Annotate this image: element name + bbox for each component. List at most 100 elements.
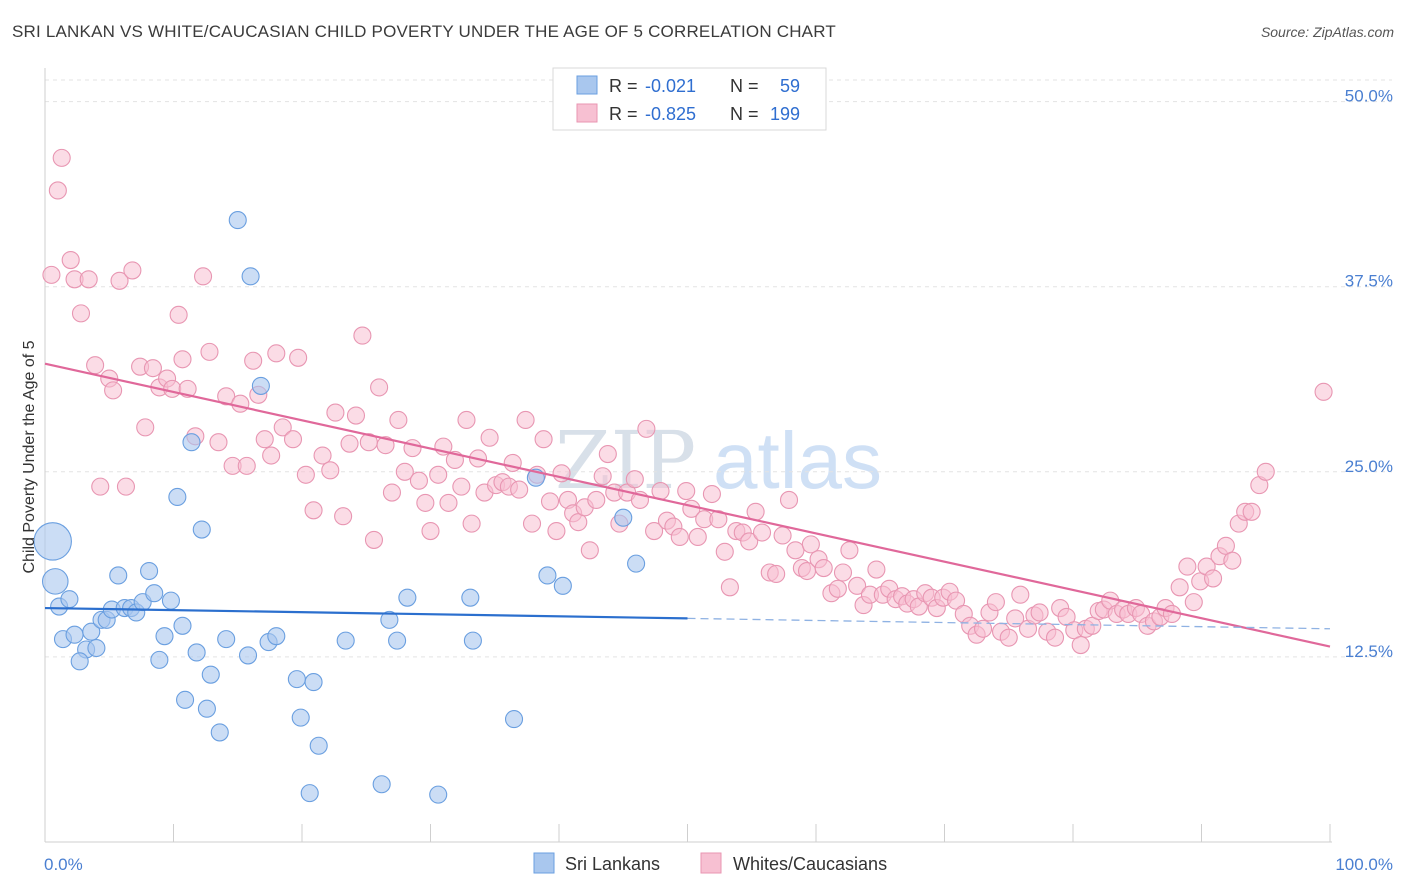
data-point-whites-caucasians xyxy=(833,563,853,582)
data-point-whites-caucasians xyxy=(999,628,1018,647)
data-point-whites-caucasians xyxy=(1204,569,1223,588)
data-point-whites-caucasians xyxy=(304,501,323,520)
data-point-whites-caucasians xyxy=(840,541,859,560)
data-point-whites-caucasians xyxy=(283,430,303,449)
data-point-whites-caucasians xyxy=(670,527,689,547)
data-point-whites-caucasians xyxy=(702,484,721,504)
source-label: Source: ZipAtlas.com xyxy=(1260,24,1394,40)
data-point-whites-caucasians xyxy=(382,483,402,502)
data-point-whites-caucasians xyxy=(522,514,542,533)
data-point-whites-caucasians xyxy=(625,470,644,489)
data-point-sri-lankans xyxy=(504,710,524,729)
chart-title: SRI LANKAN VS WHITE/CAUCASIAN CHILD POVE… xyxy=(12,22,836,41)
data-point-sri-lankans xyxy=(336,631,355,650)
data-point-sri-lankans xyxy=(287,670,306,689)
data-point-whites-caucasians xyxy=(79,270,98,289)
data-point-whites-caucasians xyxy=(1045,628,1065,647)
data-point-whites-caucasians xyxy=(123,261,142,280)
data-point-sri-lankans xyxy=(238,646,258,665)
data-point-whites-caucasians xyxy=(1071,636,1090,655)
data-point-sri-lankans xyxy=(398,588,417,607)
data-point-whites-caucasians xyxy=(462,514,481,533)
data-point-whites-caucasians xyxy=(321,461,340,480)
data-point-sri-lankans xyxy=(538,566,557,585)
trend-line-sri-lankans xyxy=(44,606,688,620)
data-point-whites-caucasians xyxy=(973,619,993,638)
data-point-whites-caucasians xyxy=(409,471,428,490)
data-point-sri-lankans xyxy=(251,376,270,395)
data-point-sri-lankans xyxy=(145,584,164,603)
tick-labels: 12.5% 25.0% 37.5% 50.0% 0.0% 100.0% xyxy=(44,87,1393,874)
y-axis-title: Child Poverty Under the Age of 5 xyxy=(21,340,38,573)
data-point-whites-caucasians xyxy=(86,356,105,375)
series-label-whites-caucasians: Whites/Caucasians xyxy=(733,854,887,874)
data-point-whites-caucasians xyxy=(1170,578,1189,597)
y-tick-label: 37.5% xyxy=(1345,272,1393,291)
data-point-whites-caucasians xyxy=(580,541,599,560)
data-point-sri-lankans xyxy=(173,616,192,635)
data-point-whites-caucasians xyxy=(376,436,395,455)
data-point-whites-caucasians xyxy=(136,418,155,437)
data-point-whites-caucasians xyxy=(510,480,529,499)
data-point-whites-caucasians xyxy=(814,559,833,578)
data-point-sri-lankans xyxy=(70,652,89,671)
data-point-whites-caucasians xyxy=(1184,593,1203,612)
data-point-sri-lankans xyxy=(463,631,482,650)
legend-r-value-1: -0.021 xyxy=(645,76,696,96)
legend-n-value-1: 59 xyxy=(780,76,800,96)
data-point-whites-caucasians xyxy=(752,523,772,542)
data-point-whites-caucasians xyxy=(947,591,966,610)
data-point-whites-caucasians xyxy=(289,348,308,367)
y-tick-label: 50.0% xyxy=(1345,87,1393,106)
data-point-sri-lankans xyxy=(461,588,480,607)
data-point-sri-lankans xyxy=(300,784,319,803)
x-tick-label: 100.0% xyxy=(1335,855,1393,874)
data-point-sri-lankans xyxy=(267,627,286,646)
data-point-whites-caucasians xyxy=(370,378,389,397)
data-point-whites-caucasians xyxy=(715,542,734,561)
data-point-whites-caucasians xyxy=(709,510,728,529)
data-point-whites-caucasians xyxy=(237,456,256,475)
data-point-whites-caucasians xyxy=(169,305,188,324)
data-point-whites-caucasians xyxy=(1223,551,1242,570)
data-point-whites-caucasians xyxy=(688,527,707,547)
data-point-whites-caucasians xyxy=(516,410,535,430)
data-point-whites-caucasians xyxy=(645,521,664,541)
data-point-whites-caucasians xyxy=(104,381,123,400)
data-point-sri-lankans xyxy=(65,625,84,644)
data-point-whites-caucasians xyxy=(42,265,61,284)
data-point-whites-caucasians xyxy=(1178,557,1197,576)
data-point-whites-caucasians xyxy=(421,521,440,541)
data-point-whites-caucasians xyxy=(986,593,1005,612)
data-point-sri-lankans xyxy=(429,785,448,804)
data-point-whites-caucasians xyxy=(395,462,414,481)
trend-line-whites-caucasians xyxy=(44,362,1331,648)
legend-box xyxy=(552,67,827,131)
sri-lankans-points xyxy=(33,211,646,804)
data-point-sri-lankans xyxy=(140,561,159,581)
data-point-sri-lankans xyxy=(187,643,206,662)
data-point-sri-lankans xyxy=(372,775,391,794)
data-point-whites-caucasians xyxy=(457,410,476,430)
data-point-whites-caucasians xyxy=(217,387,236,406)
data-point-sri-lankans xyxy=(217,630,236,649)
data-point-whites-caucasians xyxy=(740,532,759,551)
data-point-sri-lankans xyxy=(228,211,247,230)
data-point-sri-lankans xyxy=(388,631,407,650)
data-point-sri-lankans xyxy=(201,665,220,684)
data-point-whites-caucasians xyxy=(1006,609,1025,628)
data-point-whites-caucasians xyxy=(534,430,553,449)
data-point-sri-lankans xyxy=(614,508,633,527)
data-point-whites-caucasians xyxy=(637,419,656,438)
data-point-sri-lankans xyxy=(33,522,72,561)
whites-caucasians-points xyxy=(42,148,1333,655)
data-point-sri-lankans xyxy=(304,673,323,692)
data-point-sri-lankans xyxy=(168,487,187,507)
data-point-sri-lankans xyxy=(87,638,106,658)
data-point-whites-caucasians xyxy=(194,267,213,286)
data-point-sri-lankans xyxy=(197,699,216,718)
trend-line-sri-lankans-extension xyxy=(687,617,1331,630)
data-point-whites-caucasians xyxy=(1057,607,1076,626)
legend-n-label-2: N = xyxy=(730,104,759,124)
data-point-whites-caucasians xyxy=(200,342,219,361)
